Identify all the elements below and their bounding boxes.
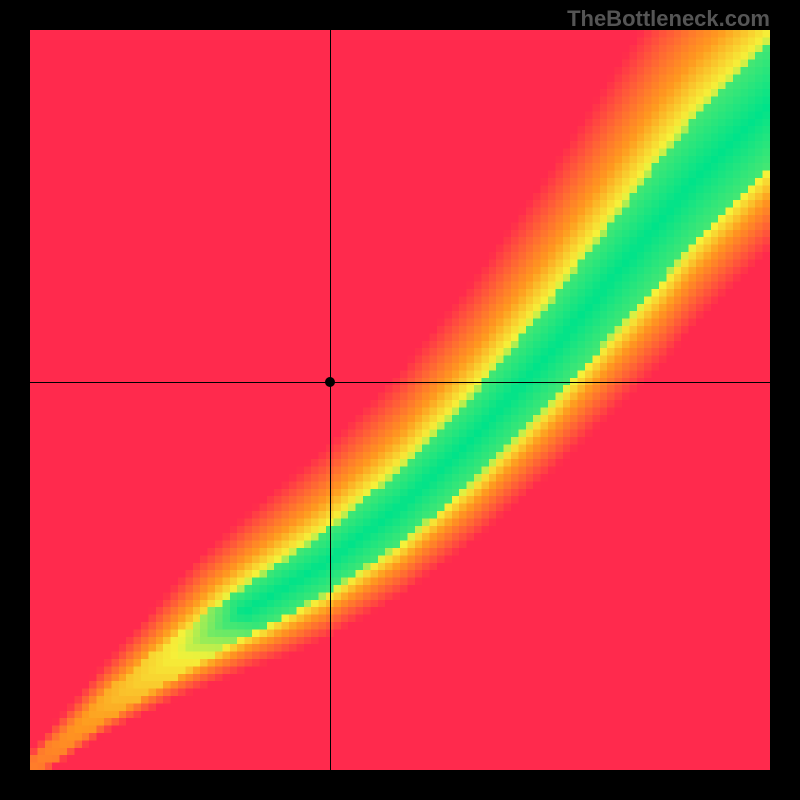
bottleneck-heatmap: [30, 30, 770, 770]
crosshair-horizontal: [30, 382, 770, 383]
plot-area: [30, 30, 770, 770]
watermark-text: TheBottleneck.com: [567, 6, 770, 32]
crosshair-marker: [325, 377, 335, 387]
crosshair-vertical: [330, 30, 331, 770]
